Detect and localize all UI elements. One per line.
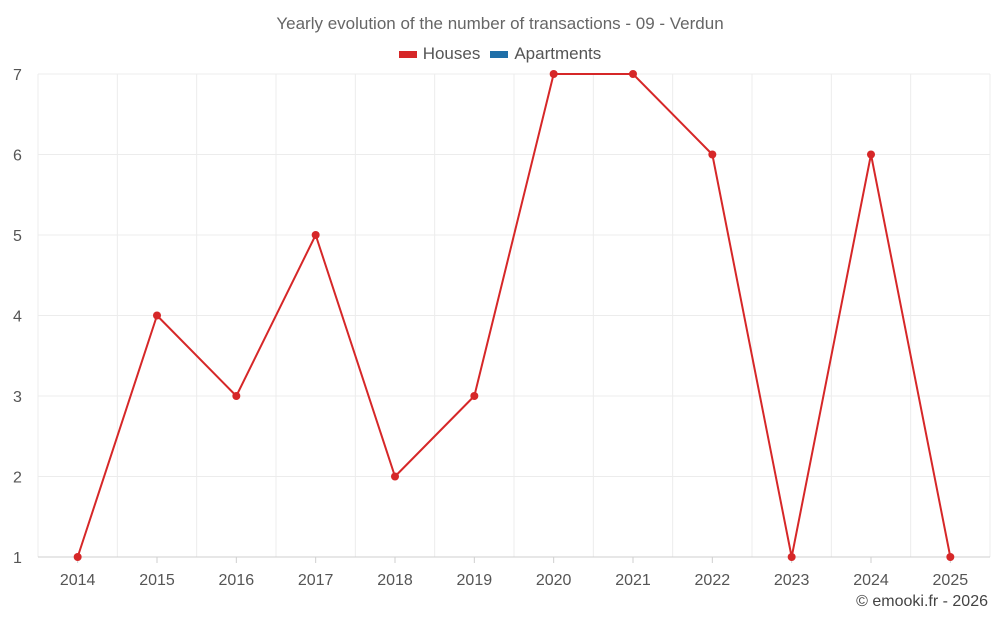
data-point-houses xyxy=(73,553,82,561)
legend-label-houses: Houses xyxy=(422,44,481,63)
x-tick-label: 2021 xyxy=(615,572,651,589)
x-tick-label: 2022 xyxy=(695,572,731,589)
x-tick-label: 2023 xyxy=(774,572,810,589)
data-point-houses xyxy=(629,70,637,78)
data-point-houses xyxy=(787,553,796,561)
data-point-houses xyxy=(549,70,558,78)
x-tick-label: 2017 xyxy=(298,572,334,589)
x-tick-label: 2024 xyxy=(853,572,889,589)
data-point-houses xyxy=(153,311,161,320)
x-tick-label: 2019 xyxy=(457,572,493,589)
x-tick-label: 2015 xyxy=(139,572,175,589)
legend-swatch-apartments xyxy=(490,50,509,58)
x-tick-label: 2020 xyxy=(536,572,572,589)
y-tick-label: 2 xyxy=(13,470,22,487)
y-tick-label: 4 xyxy=(13,309,22,326)
data-point-houses xyxy=(232,392,241,400)
data-point-houses xyxy=(391,472,399,481)
legend-item-apartments[interactable]: Apartments xyxy=(490,44,601,64)
x-tick-label: 2025 xyxy=(933,572,969,589)
legend: Houses Apartments xyxy=(0,44,1000,64)
y-tick-label: 6 xyxy=(13,148,22,165)
data-point-houses xyxy=(867,150,875,159)
x-tick-label: 2018 xyxy=(377,572,413,589)
y-tick-label: 3 xyxy=(13,389,22,406)
data-point-houses xyxy=(708,150,717,159)
legend-item-houses[interactable]: Houses xyxy=(398,44,481,64)
y-tick-label: 5 xyxy=(13,228,22,245)
x-tick-label: 2016 xyxy=(219,572,255,589)
y-tick-label: 7 xyxy=(13,67,22,84)
y-tick-label: 1 xyxy=(13,550,22,567)
data-point-houses xyxy=(470,392,479,400)
legend-label-apartments: Apartments xyxy=(514,44,602,63)
credit-text: © emooki.fr - 2026 xyxy=(856,593,988,610)
data-point-houses xyxy=(311,231,320,239)
series-line-houses xyxy=(76,73,952,558)
legend-swatch-houses xyxy=(398,50,417,58)
data-point-houses xyxy=(946,553,955,561)
x-tick-label: 2014 xyxy=(60,572,96,589)
chart-title: Yearly evolution of the number of transa… xyxy=(276,14,724,33)
